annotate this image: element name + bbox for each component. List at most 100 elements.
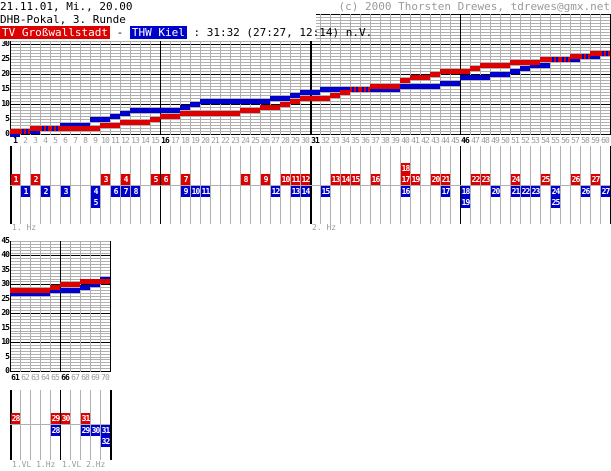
x-axis-tick-label: 52 (521, 136, 530, 145)
score-bar-home (70, 126, 80, 131)
x-axis-tick-label: 29 (291, 136, 300, 145)
goal-box-away: 4 (91, 186, 100, 197)
y-axis-tick-label: 25 (1, 54, 10, 63)
y-axis-tick-label: 20 (1, 69, 10, 78)
timeline-vline (30, 390, 31, 460)
x-axis-tick-label: 53 (531, 136, 540, 145)
match-result-line: TV Großwallstadt - THW Kiel : 31:32 (27:… (0, 26, 372, 39)
score-bar-home (490, 63, 500, 68)
goal-box-home: 18 (401, 163, 410, 174)
grid-vline (140, 14, 141, 135)
score-bar-away (250, 99, 260, 104)
grid-vline (50, 241, 51, 372)
goal-box-away: 12 (271, 186, 280, 197)
score-bar-home (80, 279, 90, 284)
goal-box-home: 9 (261, 174, 270, 185)
x-axis-tick-label: 30 (301, 136, 310, 145)
x-axis-tick-label: 20 (201, 136, 210, 145)
y-axis-tick-label: 15 (1, 84, 10, 93)
goal-box-away: 25 (551, 197, 560, 208)
score-bar-tied (580, 54, 590, 59)
goal-box-home: 5 (151, 174, 160, 185)
grid-vline (270, 14, 271, 135)
x-axis-tick-label: 54 (541, 136, 550, 145)
x-axis-tick-label: 1 (13, 136, 18, 145)
x-axis-tick-label: 31 (311, 136, 320, 145)
grid-vline (460, 14, 461, 135)
x-axis-tick-label: 14 (141, 136, 150, 145)
x-axis-tick-label: 45 (451, 136, 460, 145)
x-axis-tick-label: 70 (101, 373, 110, 382)
goal-box-home: 30 (61, 413, 70, 424)
timeline-vline (110, 390, 112, 460)
grid-vline (560, 14, 561, 135)
x-axis-tick-label: 57 (571, 136, 580, 145)
goal-box-home: 4 (121, 174, 130, 185)
goal-box-away: 31 (101, 425, 110, 436)
x-axis-tick-label: 5 (53, 136, 58, 145)
score-bar-away (110, 114, 120, 119)
y-axis-tick-label: 10 (1, 99, 10, 108)
score-bar-home (250, 108, 260, 113)
score-bar-away (10, 291, 20, 296)
grid-vline (340, 14, 341, 135)
score-bar-home (430, 72, 440, 77)
score-bar-home (60, 282, 70, 287)
x-axis-tick-label: 24 (241, 136, 250, 145)
y-axis-tick-label: 5 (5, 352, 10, 361)
grid-vline (470, 14, 471, 135)
score-bar-tied (600, 51, 610, 56)
grid-vline (240, 14, 241, 135)
grid-vline (400, 14, 401, 135)
x-axis-tick-label: 67 (71, 373, 80, 382)
x-axis-tick-label: 7 (73, 136, 78, 145)
x-axis-tick-label: 47 (471, 136, 480, 145)
x-axis-tick-label: 69 (91, 373, 100, 382)
grid-vline (100, 241, 101, 372)
score-bar-away (400, 84, 410, 89)
score-bar-home (460, 69, 470, 74)
timeline-period-label: 1.VL 2.Hz (62, 460, 106, 469)
x-axis-tick-label: 11 (111, 136, 120, 145)
score-bar-tied (40, 126, 50, 131)
x-axis-tick-label: 62 (21, 373, 30, 382)
score-bar-home (520, 60, 530, 65)
score-bar-home (330, 93, 340, 98)
goal-box-away: 8 (131, 186, 140, 197)
goal-box-home: 12 (301, 174, 310, 185)
x-axis-tick-label: 65 (51, 373, 60, 382)
goal-box-away: 27 (601, 186, 610, 197)
grid-vline (210, 14, 211, 135)
goal-box-home: 3 (101, 174, 110, 185)
grid-vline (450, 14, 451, 135)
score-bar-home (90, 126, 100, 131)
x-axis-tick-label: 26 (261, 136, 270, 145)
y-axis-tick-label: 30 (1, 279, 10, 288)
grid-vline (600, 14, 601, 135)
score-bar-away (590, 54, 600, 59)
score-bar-home (70, 282, 80, 287)
goal-box-away: 9 (181, 186, 190, 197)
grid-vline (20, 241, 21, 372)
goal-box-home: 16 (371, 174, 380, 185)
x-axis-tick-label: 64 (41, 373, 50, 382)
goal-box-home: 2 (31, 174, 40, 185)
timeline-vline (100, 390, 101, 460)
timeline-period-label: 1. Hz (12, 223, 37, 232)
grid-vline (220, 14, 221, 135)
score-bar-home (340, 90, 350, 95)
goal-box-away: 21 (511, 186, 520, 197)
score-bar-away (340, 87, 350, 92)
score-bar-home (50, 285, 60, 290)
timeline-vline (90, 390, 91, 460)
grid-vline (170, 14, 171, 135)
score-bar-away (530, 63, 540, 68)
score-bar-home (540, 57, 550, 62)
x-axis-tick-label: 22 (221, 136, 230, 145)
x-axis-tick-label: 38 (381, 136, 390, 145)
copyright-text: (c) 2000 Thorsten Drewes, tdrewes@gmx.ne… (338, 0, 610, 13)
score-bar-home (10, 288, 20, 293)
grid-vline (30, 241, 31, 372)
y-axis-tick-label: 45 (1, 236, 10, 245)
grid-vline (200, 14, 201, 135)
